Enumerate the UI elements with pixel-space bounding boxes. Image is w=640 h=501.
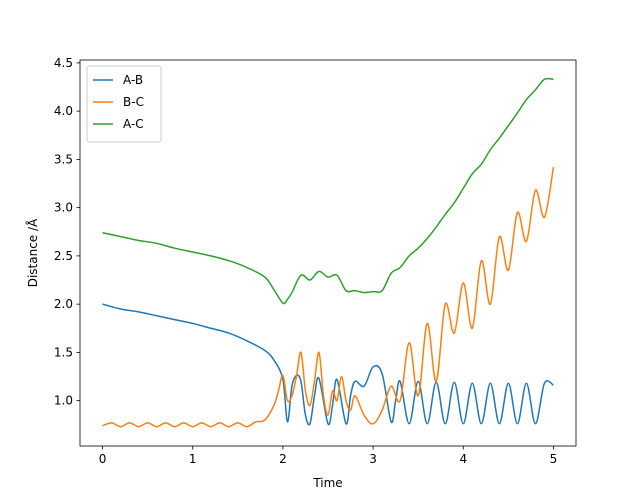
y-tick-label: 4.5 <box>54 56 73 70</box>
x-tick-label: 4 <box>459 452 467 466</box>
x-tick-label: 1 <box>189 452 197 466</box>
x-axis-ticks: 0 1 2 3 4 5 <box>99 446 558 466</box>
x-tick-label: 3 <box>369 452 377 466</box>
y-tick-label: 3.5 <box>54 152 73 166</box>
series-line-b-c <box>102 166 555 428</box>
plot-lines <box>102 77 555 428</box>
x-tick-label: 0 <box>99 452 107 466</box>
y-tick-label: 4.0 <box>54 104 73 118</box>
plot-area-frame <box>79 59 577 447</box>
legend-label: A-B <box>123 73 143 87</box>
series-line-a-b <box>102 303 554 426</box>
y-tick-label: 2.0 <box>54 297 73 311</box>
x-tick-label: 2 <box>279 452 287 466</box>
x-tick-label: 5 <box>550 452 558 466</box>
y-tick-label: 2.5 <box>54 249 73 263</box>
legend-label: A-C <box>123 117 144 131</box>
legend: A-B B-C A-C <box>86 65 162 143</box>
y-axis-ticks: 1.0 1.5 2.0 2.5 3.0 3.5 4.0 4.5 <box>54 56 80 408</box>
legend-label: B-C <box>123 95 144 109</box>
y-tick-label: 1.0 <box>54 394 73 408</box>
x-axis-label: Time <box>312 476 342 490</box>
y-tick-label: 3.0 <box>54 201 73 215</box>
series-line-a-c <box>102 77 554 305</box>
y-axis-label: Distance /Å <box>25 218 40 287</box>
y-tick-label: 1.5 <box>54 345 73 359</box>
legend-box <box>86 65 162 143</box>
